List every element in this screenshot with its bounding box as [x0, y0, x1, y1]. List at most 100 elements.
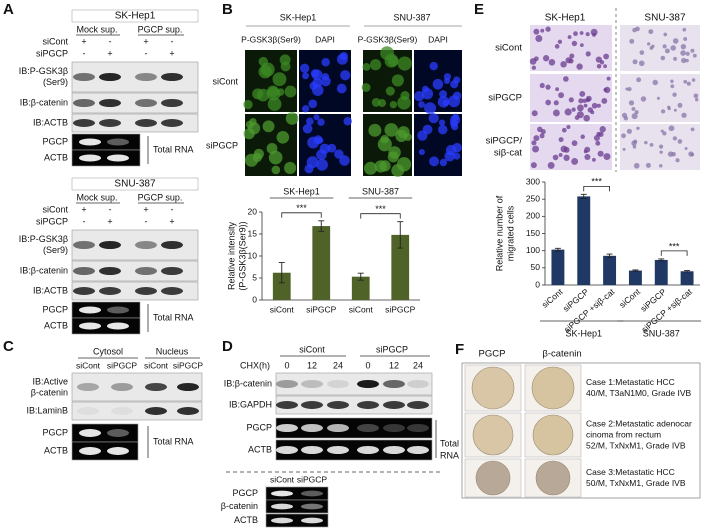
cell	[569, 53, 575, 59]
cell	[606, 76, 611, 81]
frame	[461, 362, 701, 499]
band	[107, 154, 129, 162]
cell	[571, 107, 576, 112]
cell	[545, 26, 551, 32]
band	[357, 380, 379, 388]
cell	[632, 59, 638, 65]
band	[107, 322, 129, 330]
cell	[670, 84, 675, 89]
label: IB:Active	[32, 376, 68, 386]
bar	[312, 226, 331, 300]
cell	[453, 76, 461, 84]
cell	[316, 158, 328, 171]
cell	[660, 109, 666, 114]
label: siβ-cat	[494, 148, 523, 159]
y-tick-label: 250	[526, 193, 540, 203]
cell	[243, 99, 253, 110]
cell	[548, 59, 556, 66]
label: IB:P-GSK3β	[19, 66, 68, 76]
label: siPGCP	[107, 360, 138, 370]
band	[161, 73, 183, 81]
cell	[449, 114, 461, 126]
error-bar	[658, 258, 665, 262]
label: ACTB	[44, 152, 68, 162]
band	[73, 287, 95, 295]
cell	[387, 151, 399, 163]
cell	[599, 60, 605, 65]
panel-letter: C	[3, 338, 14, 355]
tissue-core	[475, 460, 511, 496]
label: Total RNA	[153, 144, 194, 154]
band	[135, 287, 157, 295]
band	[276, 446, 298, 454]
label: IB:P-GSK3β	[19, 234, 68, 244]
band	[135, 267, 157, 275]
label: β-catenin	[31, 387, 68, 397]
cell	[271, 165, 281, 175]
cell	[584, 153, 591, 161]
band	[327, 401, 349, 409]
cell	[256, 88, 270, 102]
cell	[603, 64, 607, 69]
cell	[432, 78, 444, 90]
cell	[380, 134, 389, 144]
cell	[598, 131, 604, 137]
cell	[632, 145, 637, 149]
cell	[636, 77, 642, 83]
cell	[276, 130, 290, 144]
label: IB:ACTB	[33, 117, 68, 127]
label: β-catenin	[542, 349, 581, 360]
band	[276, 401, 298, 409]
cell	[380, 46, 394, 61]
band	[177, 407, 199, 415]
label: siPGCP	[376, 344, 408, 354]
label: P-GSK3β(Ser9)	[358, 34, 418, 44]
cell	[629, 38, 635, 44]
label: IB:LaminB	[26, 405, 68, 415]
cell	[321, 58, 330, 67]
band	[107, 138, 129, 146]
label: P-GSK3β(Ser9)	[241, 34, 301, 44]
label: 40/M, T3aN1M0, Grade IVB	[586, 388, 692, 398]
label: -	[109, 204, 112, 214]
cell	[414, 90, 425, 102]
cell	[644, 140, 648, 145]
cell	[268, 150, 283, 165]
band	[161, 267, 183, 275]
bar	[628, 270, 642, 285]
cell	[533, 28, 540, 35]
cell	[311, 69, 323, 81]
y-tick-label: 0	[535, 279, 540, 289]
band	[276, 424, 298, 432]
label: PGCP	[42, 427, 68, 437]
y-axis-label: Relative intensity	[226, 221, 236, 290]
label: -	[171, 36, 174, 46]
label: (Ser9)	[43, 245, 68, 255]
label: IB:ACTB	[33, 285, 68, 295]
y-tick-label: 5	[252, 272, 257, 282]
label: Nucleus	[156, 346, 189, 356]
cell	[566, 125, 571, 130]
label: +	[143, 204, 148, 214]
cell	[272, 72, 287, 87]
label: PGCP	[232, 488, 258, 498]
panel-letter: A	[3, 1, 14, 18]
band	[407, 401, 429, 409]
label: Total RNA	[153, 436, 194, 446]
gel	[265, 499, 329, 514]
cell	[667, 105, 671, 110]
bar	[680, 271, 694, 285]
label: IB:GAPDH	[229, 399, 272, 409]
cell	[682, 27, 687, 32]
band	[99, 241, 121, 249]
cell	[656, 96, 660, 100]
cell	[304, 164, 314, 174]
cell	[319, 143, 330, 154]
y-tick-label: 150	[526, 228, 540, 238]
cell	[302, 72, 310, 80]
label: siPGCP	[488, 93, 522, 104]
cell	[561, 127, 567, 133]
cell	[542, 55, 550, 62]
cell	[659, 164, 663, 168]
band	[276, 380, 298, 388]
